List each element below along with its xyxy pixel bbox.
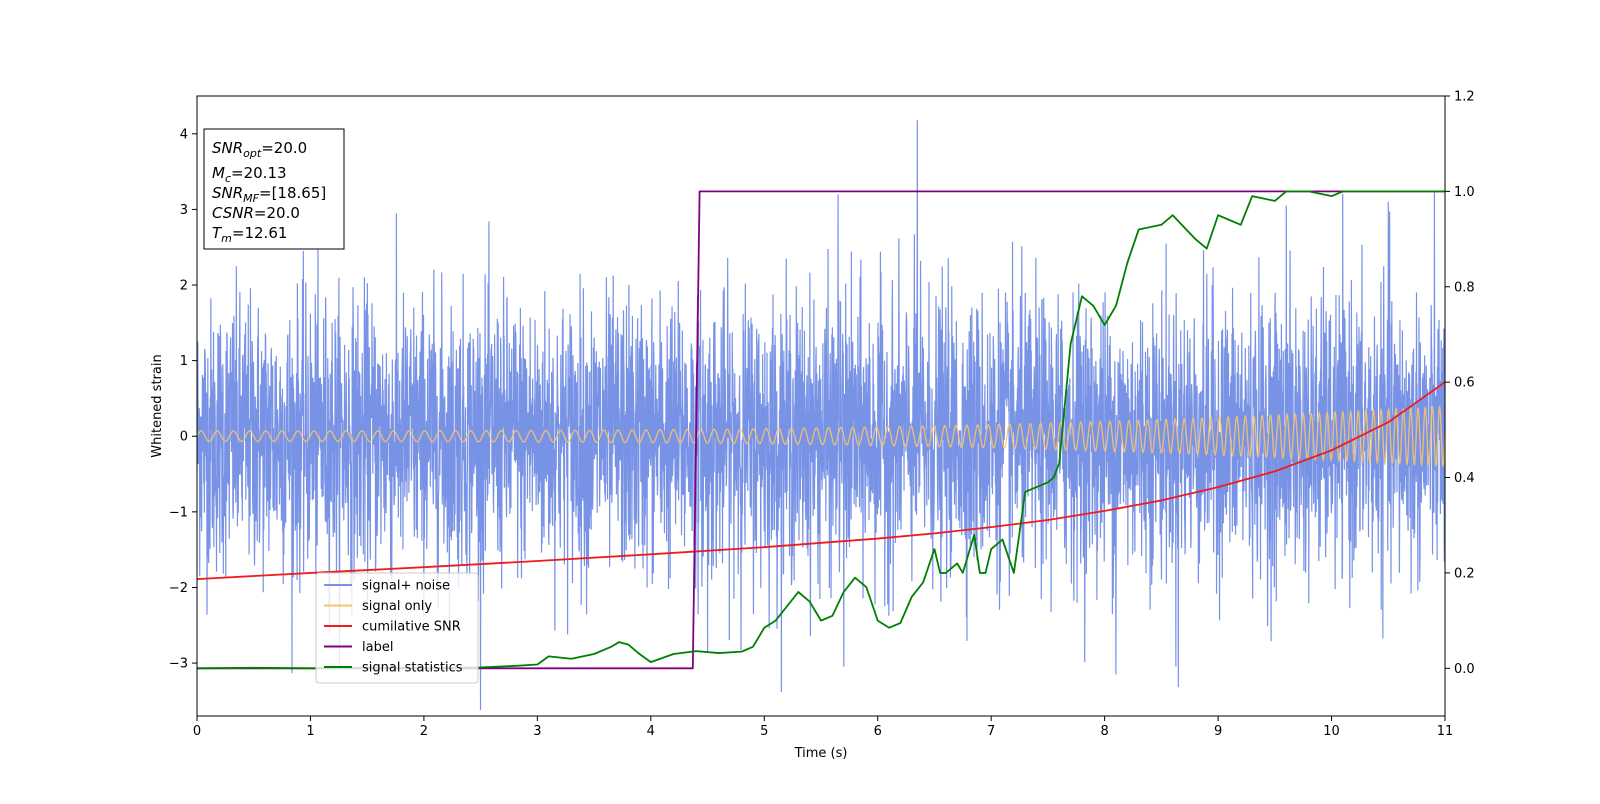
series-signal-noise-line <box>197 120 1445 710</box>
info-box-line: SNRMF=[18.65] <box>212 184 326 205</box>
info-box-line: Mc=20.13 <box>212 164 287 185</box>
y-tick-label: 0 <box>180 430 188 445</box>
info-symbol: SNR <box>212 184 243 202</box>
info-symbol: T <box>212 224 223 242</box>
y-tick-label: −1 <box>169 505 188 520</box>
info-value: =[18.65] <box>259 184 326 202</box>
series-cumulative-snr-line <box>197 381 1445 581</box>
x-tick-label: 5 <box>760 724 768 739</box>
legend-entry-label: signal only <box>362 599 432 614</box>
legend-entry-label: signal+ noise <box>362 579 450 594</box>
y2-tick-label: 0.0 <box>1454 662 1475 677</box>
legend-entry-label: signal statistics <box>362 661 463 676</box>
info-box-line: SNRopt=20.0 <box>212 139 307 160</box>
x-tick-label: 2 <box>420 724 428 739</box>
info-value: =12.61 <box>232 224 288 242</box>
legend-entry-label: cumilative SNR <box>362 620 461 635</box>
x-tick-label: 6 <box>874 724 882 739</box>
x-tick-label: 10 <box>1323 724 1340 739</box>
x-tick-label: 7 <box>987 724 995 739</box>
info-subscript: c <box>225 172 231 185</box>
y-tick-label: 1 <box>180 354 188 369</box>
info-box-frame <box>203 128 345 250</box>
plot-frame <box>196 95 1446 717</box>
info-value: =20.13 <box>231 164 287 182</box>
y2-tick-label: 0.4 <box>1454 471 1475 486</box>
x-tick-label: 0 <box>193 724 201 739</box>
y2-tick-label: 0.2 <box>1454 566 1475 581</box>
legend-frame <box>315 572 479 684</box>
x-tick-label: 4 <box>647 724 655 739</box>
y-tick-label: 2 <box>180 279 188 294</box>
x-tick-label: 11 <box>1437 724 1454 739</box>
info-value: =20.0 <box>261 139 307 157</box>
y-tick-label: −2 <box>169 581 188 596</box>
info-value: =20.0 <box>254 204 300 222</box>
legend: signal+ noise signal only cumilative SNR la… <box>315 572 479 684</box>
info-subscript: m <box>221 232 232 245</box>
info-symbol: M <box>212 164 225 182</box>
info-subscript: MF <box>243 192 259 205</box>
y-axis-label: Whitened strain <box>150 354 165 457</box>
y2-tick-label: 0.8 <box>1454 280 1475 295</box>
info-box-line: Tm=12.61 <box>212 224 287 245</box>
info-subscript: opt <box>243 147 262 160</box>
x-axis-label: Time (s) <box>794 746 848 761</box>
x-tick-label: 9 <box>1214 724 1222 739</box>
x-tick-label: 1 <box>306 724 314 739</box>
info-box: SNRopt=20.0Mc=20.13SNRMF=[18.65]CSNR=20.… <box>203 128 345 250</box>
y-tick-label: −3 <box>169 657 188 672</box>
info-symbol: CSNR <box>212 204 254 222</box>
y2-tick-label: 1.2 <box>1454 90 1475 105</box>
y-tick-label: 4 <box>180 127 188 142</box>
x-tick-label: 8 <box>1100 724 1108 739</box>
y2-tick-label: 0.6 <box>1454 376 1475 391</box>
y2-tick-label: 1.0 <box>1454 185 1475 200</box>
x-tick-label: 3 <box>533 724 541 739</box>
legend-entry-label: label <box>362 640 393 655</box>
info-symbol: SNR <box>212 139 243 157</box>
y-tick-label: 3 <box>180 203 188 218</box>
series-signal-statistics-line <box>197 190 1445 670</box>
series-signal-only-line <box>197 404 1445 468</box>
info-box-line: CSNR=20.0 <box>212 204 300 222</box>
